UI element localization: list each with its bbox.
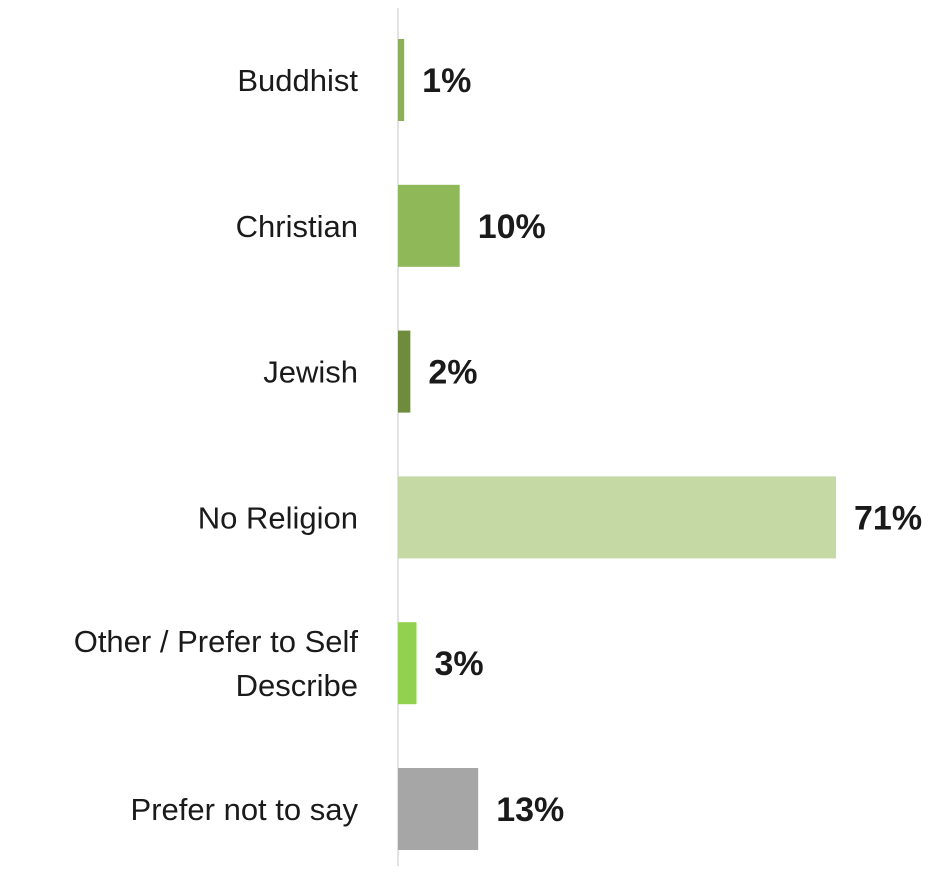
category-label-christian: Christian bbox=[236, 209, 358, 244]
bar-buddhist bbox=[398, 39, 405, 121]
value-label-no-religion: 71% bbox=[854, 499, 922, 537]
category-labels-group: Buddhist Christian Jewish No Religion Other … bbox=[74, 63, 359, 827]
category-label-other-prefer-to-self-describe-line-2: Describe bbox=[236, 668, 358, 703]
value-label-buddhist: 1% bbox=[422, 62, 471, 100]
value-label-other-prefer-to-self-describe: 3% bbox=[435, 645, 484, 683]
bar-prefer-not-to-say bbox=[398, 768, 479, 850]
value-label-jewish: 2% bbox=[428, 354, 477, 392]
bar-jewish bbox=[398, 330, 411, 413]
value-label-prefer-not-to-say: 13% bbox=[496, 791, 564, 829]
value-label-christian: 10% bbox=[478, 208, 546, 246]
bars-group bbox=[398, 39, 836, 850]
bar-no-religion bbox=[398, 476, 836, 559]
value-labels-group: 1% 10% 2% 71% 3% 13% bbox=[422, 62, 922, 829]
category-label-prefer-not-to-say: Prefer not to say bbox=[131, 792, 359, 827]
bar-christian bbox=[398, 184, 460, 267]
bar-other-prefer-to-self-describe bbox=[398, 622, 417, 705]
category-label-no-religion: No Religion bbox=[198, 500, 358, 535]
category-label-jewish: Jewish bbox=[263, 355, 358, 390]
category-label-buddhist: Buddhist bbox=[237, 63, 358, 98]
category-label-other-prefer-to-self-describe-line-1: Other / Prefer to Self bbox=[74, 624, 359, 659]
